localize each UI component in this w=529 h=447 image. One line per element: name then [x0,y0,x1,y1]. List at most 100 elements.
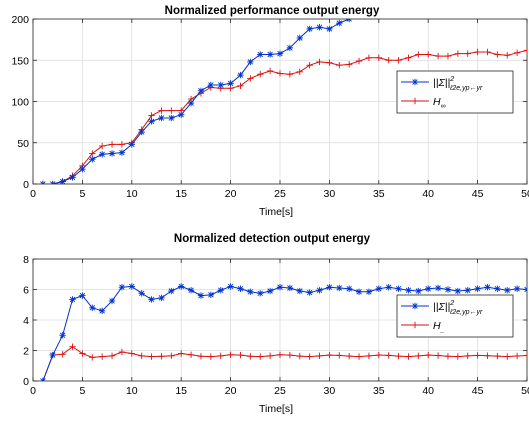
asterisk-marker [287,285,293,291]
data-point [89,304,96,311]
data-point [454,353,462,360]
data-point [168,287,175,295]
x-tick-label: 45 [472,188,484,200]
data-point [316,287,323,294]
data-point [286,44,294,52]
data-point [197,353,205,360]
y-tick-label: 150 [11,55,29,67]
asterisk-marker [227,80,234,87]
data-point [286,71,294,78]
data-point [474,48,481,56]
data-point [326,351,333,359]
asterisk-marker [494,286,501,292]
asterisk-marker [158,115,165,121]
data-point [345,285,353,292]
data-point [494,51,501,58]
asterisk-marker [198,88,204,94]
asterisk-marker [178,283,184,290]
asterisk-marker [50,181,54,184]
data-point [395,57,402,64]
asterisk-marker [504,287,510,293]
asterisk-marker [474,286,481,292]
x-tick-label: 25 [274,385,286,397]
data-point [257,71,264,78]
data-point [89,354,96,361]
asterisk-marker [198,292,204,299]
asterisk-marker [326,26,333,32]
data-point [158,353,165,360]
asterisk-marker [356,289,362,295]
asterisk-marker [415,288,422,294]
data-point [237,285,244,292]
data-point [227,283,234,290]
data-point [69,343,76,350]
data-point [385,352,392,359]
legend-label-main: ||Σ|| [433,77,450,89]
asterisk-marker [336,20,342,26]
data-point [306,353,313,360]
data-point [365,352,373,360]
series-sigma [39,283,527,381]
data-point [59,332,66,339]
data-point [187,287,195,294]
legend-label-sup: 2 [449,300,454,307]
data-point [89,150,96,157]
data-point [108,150,116,157]
asterisk-marker [306,26,313,32]
asterisk-marker [208,292,214,298]
data-point [69,296,76,303]
data-point [158,294,165,302]
asterisk-marker [267,51,273,58]
data-point [178,111,185,118]
asterisk-marker [247,289,254,295]
asterisk-marker [257,51,263,58]
y-tick-label: 100 [11,97,29,109]
asterisk-marker [297,35,303,41]
data-point [257,353,264,360]
asterisk-marker [412,303,418,309]
data-point [138,128,145,136]
data-point [336,352,343,359]
data-point [434,284,442,292]
asterisk-marker [52,181,56,184]
data-point [444,353,452,360]
data-point [247,58,254,66]
x-tick-label: 40 [422,188,434,200]
data-point [118,284,126,291]
asterisk-marker [119,284,125,290]
data-point [484,48,491,56]
series-h [39,47,527,184]
asterisk-marker [237,72,244,78]
x-tick-label: 5 [79,188,85,200]
asterisk-marker [247,59,254,65]
data-point [385,284,392,291]
asterisk-marker [69,174,76,181]
legend-label: ||Σ||2 ℓ2e,yp←yr [433,76,483,92]
data-point [316,58,323,66]
asterisk-marker [524,288,527,293]
data-point [118,348,126,356]
asterisk-marker [40,181,44,184]
x-tick-label: 30 [324,385,336,397]
data-point [237,71,244,79]
chart-1: 0 5 10 15 20 25 30 35 40 45 50 0 50 100 150 200 Normaliz… [11,5,529,218]
data-point [395,285,402,292]
data-point [276,351,284,358]
data-point [355,288,363,295]
asterisk-marker [385,284,392,290]
data-point [217,352,224,360]
x-tick-label: 10 [126,188,138,200]
data-point [504,52,511,59]
data-point [247,288,254,295]
data-point [464,352,471,360]
x-tick-label: 0 [30,385,36,397]
y-tick-label: 50 [17,138,29,150]
asterisk-marker [42,378,46,381]
data-point [375,351,382,359]
x-tick-label: 20 [225,188,237,200]
data-point [148,296,155,303]
x-tick-label: 20 [225,385,237,397]
data-point [513,285,521,292]
data-point [257,290,264,297]
legend-item: ||Σ||2 ℓ2e,yp←yr [401,76,483,92]
